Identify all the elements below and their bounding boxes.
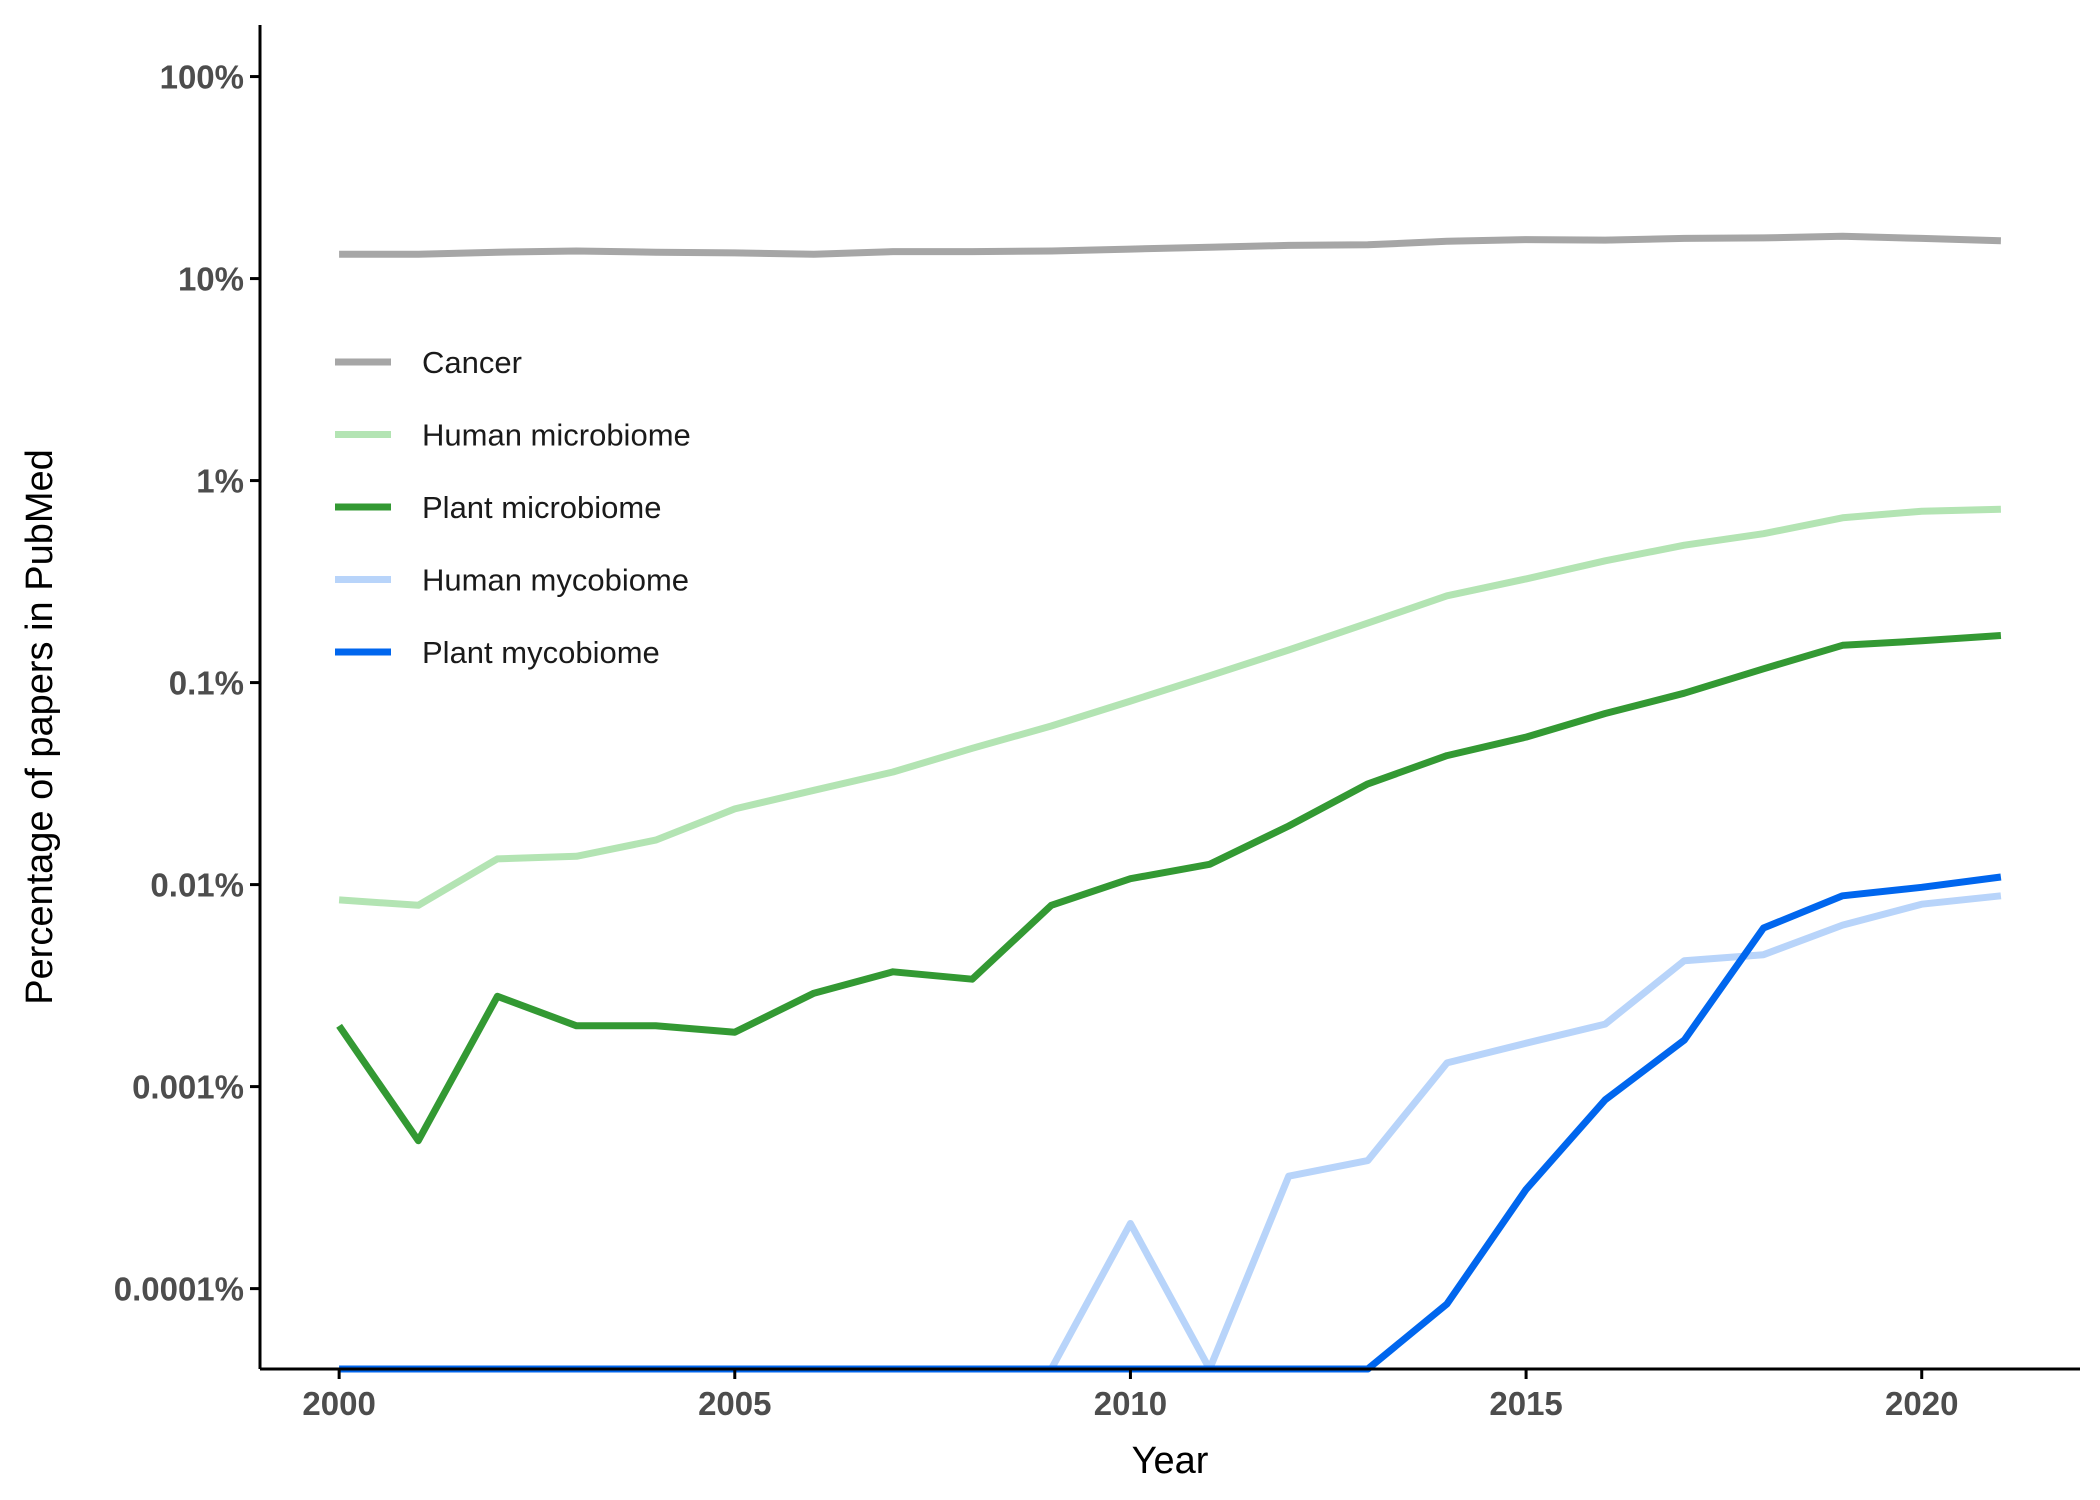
y-tick-label: 1% [196, 463, 244, 500]
y-tick-label: 10% [178, 261, 244, 298]
series-lines [336, 232, 2002, 1373]
y-axis-ticks: 0.0001% 0.001% 0.01% 0.1% 1% 10% 100% [114, 59, 260, 1308]
x-axis-ticks: 2000 2005 2010 2015 2020 [302, 1369, 1958, 1422]
y-tick-label: 0.1% [169, 665, 244, 702]
series-line-human-microbiome [338, 505, 2001, 909]
y-tick-label: 100% [160, 59, 244, 96]
y-tick-label: 0.001% [132, 1069, 244, 1106]
legend: Cancer Human microbiome Plant microbiome Hu… [335, 345, 691, 670]
legend-label-plant-microbiome: Plant microbiome [422, 490, 661, 525]
x-tick-label: 2005 [698, 1385, 771, 1422]
legend-label-human-mycobiome: Human mycobiome [422, 563, 689, 598]
series-line-human-mycobiome [339, 892, 2002, 1373]
series-line-cancer [339, 232, 2002, 258]
x-tick-label: 2015 [1489, 1385, 1562, 1422]
legend-label-plant-mycobiome: Plant mycobiome [422, 635, 660, 670]
legend-label-cancer: Cancer [422, 345, 522, 380]
y-tick-label: 0.0001% [114, 1271, 244, 1308]
series-line-plant-microbiome [336, 632, 2002, 1145]
x-tick-label: 2010 [1094, 1385, 1167, 1422]
x-tick-label: 2020 [1885, 1385, 1958, 1422]
legend-label-human-microbiome: Human microbiome [422, 418, 691, 453]
y-axis-title: Percentage of papers in PubMed [19, 449, 61, 1005]
x-axis-title: Year [1132, 1440, 1209, 1482]
y-tick-label: 0.01% [150, 867, 244, 904]
x-tick-label: 2000 [302, 1385, 375, 1422]
